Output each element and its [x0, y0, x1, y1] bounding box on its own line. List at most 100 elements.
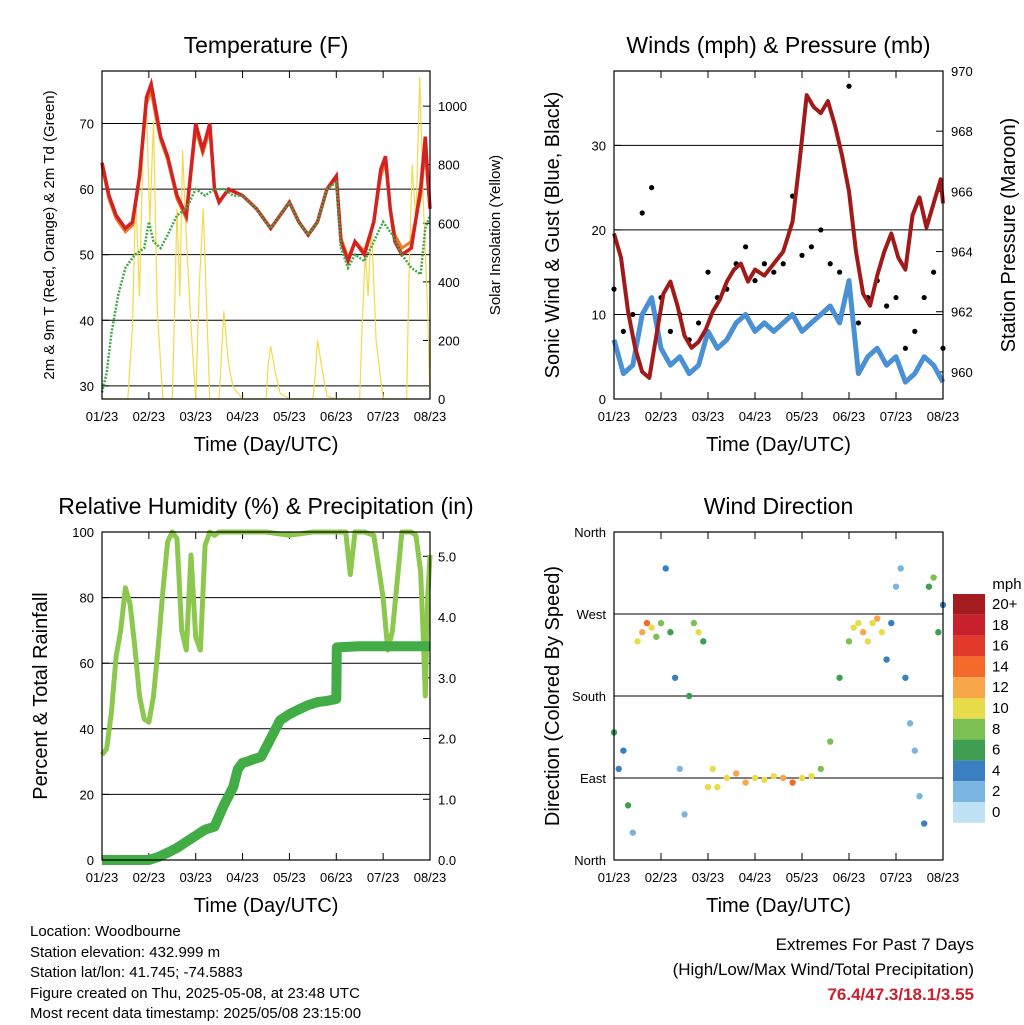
gust-point	[902, 345, 909, 351]
direction-point	[902, 674, 909, 681]
y-tick-label: North	[574, 853, 606, 868]
direction-point	[845, 638, 853, 645]
plot-frame	[101, 70, 431, 400]
x-tick-label: 05/23	[273, 870, 306, 885]
gust-point	[921, 294, 927, 301]
recent-text: Most recent data timestamp: 2025/05/08 2…	[30, 1005, 362, 1022]
legend-label: 6	[992, 742, 1000, 759]
direction-point	[897, 565, 904, 572]
legend-swatch	[953, 781, 985, 802]
legend-label: 14	[992, 658, 1009, 675]
direction-point	[653, 633, 660, 640]
y2-tick-label: 600	[438, 216, 460, 231]
temperature-panel: Temperature (F) Time (Day/UTC) 2m & 9m T (…	[41, 32, 504, 456]
direction-point	[770, 772, 777, 780]
y2-tick-label: 2.0	[438, 732, 456, 747]
legend-swatch	[953, 614, 985, 636]
direction-point	[850, 624, 857, 631]
chart-title: Relative Humidity (%) & Precipitation (i…	[58, 493, 473, 519]
y2-tick-label: 200	[438, 333, 460, 348]
direction-point	[615, 765, 622, 773]
direction-point	[671, 674, 679, 681]
y-axis-label: Percent & Total Rainfall	[30, 592, 52, 800]
x-tick-label: 05/23	[273, 409, 306, 424]
direction-point	[648, 624, 655, 631]
wind-direction-panel: Wind Direction Time (Day/UTC) Direction (C…	[542, 493, 959, 917]
legend-label: 2	[992, 783, 1000, 800]
x-tick-label: 03/23	[692, 870, 725, 885]
gust-point	[884, 303, 890, 309]
y-tick-label: West	[577, 607, 607, 622]
y-tick-label: 30	[592, 138, 606, 153]
direction-point	[624, 802, 632, 809]
legend-label: 18	[992, 617, 1009, 634]
direction-point	[798, 774, 806, 782]
direction-point	[690, 619, 698, 627]
direction-point	[780, 774, 787, 782]
y-axis-label: 2m & 9m T (Red, Orange) & 2m Td (Green)	[41, 90, 58, 379]
gust-point	[837, 269, 843, 275]
y-tick-label: 100	[72, 525, 94, 540]
x-axis-label: Time (Day/UTC)	[706, 434, 851, 456]
y2-tick-label: 970	[951, 64, 973, 79]
direction-point	[629, 829, 636, 836]
direction-point	[808, 772, 815, 780]
y-tick-label: 20	[592, 223, 606, 238]
x-tick-label: 06/23	[320, 870, 353, 885]
sonic-wind-series-line	[611, 278, 946, 385]
direction-point	[662, 565, 669, 572]
x-tick-label: 06/23	[833, 870, 866, 885]
chart-title: Wind Direction	[704, 493, 854, 519]
y-axis-label: Sonic Wind & Gust (Blue, Black)	[542, 92, 564, 379]
station-info: Location: Woodbourne Station elevation: …	[30, 922, 361, 1025]
y-tick-label: East	[580, 771, 606, 786]
gust-point	[630, 311, 636, 318]
direction-point	[681, 811, 688, 818]
rh-precip-panel: Relative Humidity (%) & Precipitation (i…	[30, 493, 474, 917]
direction-point	[695, 629, 702, 636]
y2-tick-label: 960	[951, 365, 973, 380]
gust-point	[808, 244, 815, 250]
direction-point	[921, 820, 928, 827]
y2-tick-label: 1000	[438, 99, 467, 114]
y2-axis-label: Solar Insolation (Yellow)	[487, 155, 504, 315]
x-axis-label: Time (Day/UTC)	[706, 895, 851, 917]
x-tick-label: 08/23	[927, 870, 960, 885]
y-tick-label: 80	[80, 591, 94, 606]
y2-tick-label: 964	[951, 245, 973, 260]
gust-point	[780, 261, 786, 267]
y-tick-label: 40	[80, 722, 94, 737]
x-tick-label: 04/23	[226, 409, 259, 424]
gust-point	[846, 83, 852, 89]
y-tick-label: 40	[80, 313, 94, 328]
x-tick-label: 07/23	[880, 870, 913, 885]
gust-point	[912, 328, 918, 334]
extremes-subtitle: (High/Low/Max Wind/Total Precipitation)	[672, 960, 974, 979]
gust-point	[931, 269, 937, 275]
y-tick-label: 60	[80, 182, 94, 197]
x-tick-label: 08/23	[414, 409, 447, 424]
direction-point	[930, 574, 937, 581]
direction-point	[869, 619, 876, 627]
plot-frame	[613, 531, 944, 861]
y2-tick-label: 800	[438, 158, 460, 173]
gust-point	[667, 328, 674, 334]
legend-label: 10	[992, 700, 1009, 717]
direction-point	[686, 692, 693, 700]
legend-label: 20+	[992, 596, 1018, 613]
y2-tick-label: 5.0	[438, 549, 456, 564]
y2-tick-label: 962	[951, 305, 973, 320]
x-tick-label: 03/23	[692, 409, 725, 424]
direction-point	[639, 629, 646, 636]
x-tick-label: 06/23	[320, 409, 353, 424]
x-tick-label: 08/23	[927, 409, 960, 424]
direction-point	[874, 615, 881, 622]
y-tick-label: 60	[80, 656, 94, 671]
y2-tick-label: 1.0	[438, 792, 456, 807]
direction-point	[817, 765, 824, 773]
legend-swatch	[953, 656, 985, 678]
x-axis-label: Time (Day/UTC)	[194, 434, 339, 456]
elevation-text: Station elevation: 432.999 m	[30, 943, 221, 961]
direction-point	[751, 774, 759, 782]
y2-tick-label: 0	[438, 392, 445, 407]
